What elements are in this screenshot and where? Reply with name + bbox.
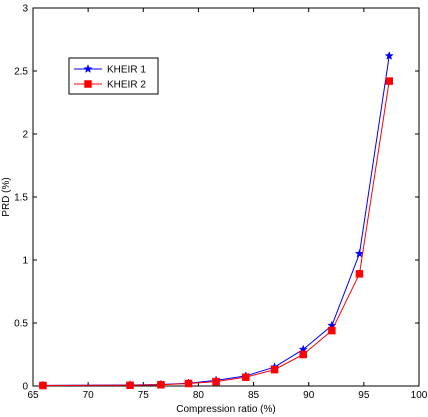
legend-box (68, 57, 159, 95)
y-tick-label: 2.5 (14, 67, 28, 78)
series-1-point (384, 50, 394, 60)
y-axis-title: PRD (%) (1, 177, 12, 216)
x-tick-label: 100 (411, 390, 428, 401)
legend-marker (84, 80, 92, 88)
legend: KHEIR 1 KHEIR 2 (68, 57, 159, 95)
series-2-point (355, 270, 364, 278)
legend-label: KHEIR 1 (107, 65, 146, 76)
series-2-point (270, 365, 279, 374)
series-2-point (39, 381, 47, 390)
y-tick-label: 1.5 (14, 193, 28, 204)
y-tick-label: 3 (22, 4, 28, 15)
y-axis: 0 0.5 1 1.5 2 2.5 3 (14, 4, 419, 393)
x-tick-label: 95 (358, 390, 370, 401)
series-layer (38, 50, 394, 390)
y-tick-label: 0.5 (14, 319, 28, 330)
x-tick-label: 75 (138, 390, 150, 401)
y-tick-label: 0 (22, 382, 28, 393)
series-2-point (212, 377, 220, 386)
y-tick-label: 2 (22, 130, 28, 141)
series-2-point (157, 380, 165, 389)
legend-marker (83, 64, 93, 74)
series-2-point (385, 77, 393, 85)
series-2-point (242, 373, 250, 381)
x-tick-label: 70 (83, 390, 95, 401)
x-tick-label: 80 (193, 390, 205, 401)
y-tick-label: 1 (22, 256, 28, 267)
series-2-point (184, 379, 193, 388)
x-tick-label: 65 (27, 390, 39, 401)
series-2-point (126, 381, 134, 389)
legend-label: KHEIR 2 (107, 80, 146, 91)
series-2-point (328, 326, 336, 335)
x-tick-label: 90 (303, 390, 315, 401)
x-tick-label: 85 (248, 390, 260, 401)
series-2-point (299, 350, 307, 359)
x-axis: 65 70 75 80 85 90 95 100 (27, 8, 428, 401)
x-axis-title: Compression ratio (%) (176, 404, 275, 415)
